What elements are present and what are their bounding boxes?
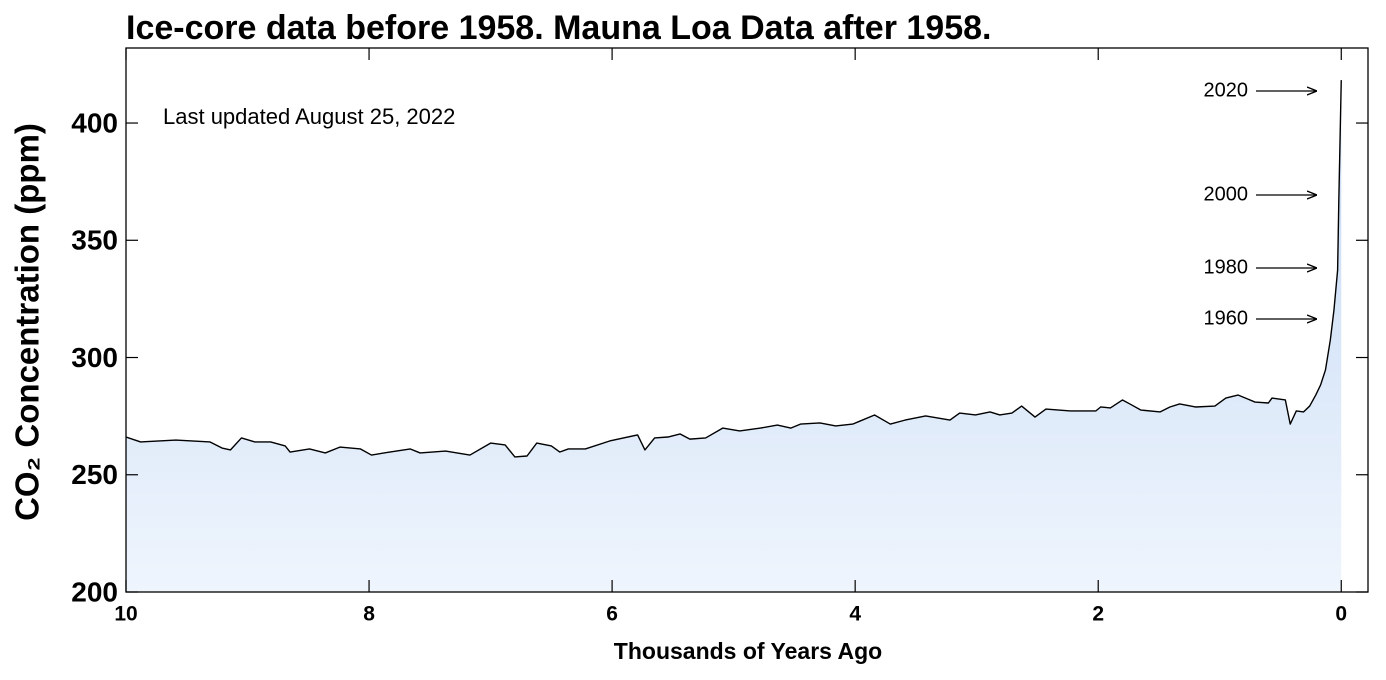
x-tick-label: 8 [363, 603, 375, 626]
year-annotation: 2000 [1204, 183, 1249, 205]
year-annotation: 1980 [1204, 256, 1249, 278]
x-tick-label: 0 [1335, 603, 1347, 626]
plot-area [125, 80, 1342, 593]
year-annotation: 2020 [1204, 79, 1249, 101]
annotation: Last updated August 25, 2022 [163, 104, 455, 129]
chart-title: Ice-core data before 1958. Mauna Loa Dat… [126, 9, 991, 47]
x-axis-label: Thousands of Years Ago [614, 638, 882, 664]
x-tick-label: 4 [849, 603, 861, 626]
x-tick-label: 2 [1092, 603, 1104, 626]
data-line [125, 80, 1342, 458]
y-tick-label: 400 [71, 107, 118, 138]
area-fill [126, 80, 1342, 593]
y-axis-label: CO₂ Concentration (ppm) [9, 123, 46, 521]
plot-frame [125, 47, 1369, 593]
y-tick-label: 200 [71, 576, 118, 607]
year-annotation: 1960 [1204, 307, 1249, 329]
y-tick-label: 250 [71, 459, 118, 490]
y-tick-label: 300 [71, 342, 118, 373]
x-tick-label: 10 [114, 603, 137, 626]
y-tick-label: 350 [71, 225, 118, 256]
x-tick-label: 6 [606, 603, 618, 626]
